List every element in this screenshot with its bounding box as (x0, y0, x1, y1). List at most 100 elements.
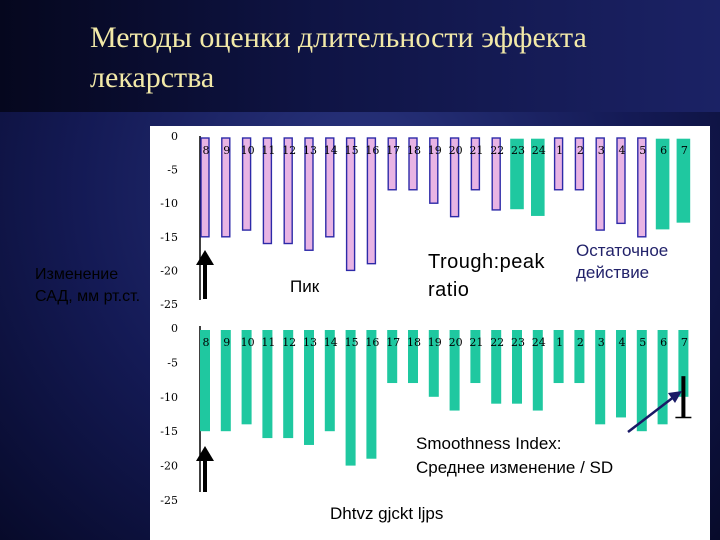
category-label: 2 (577, 144, 584, 157)
category-label: 7 (681, 144, 688, 157)
category-label: 3 (598, 144, 605, 157)
bar (657, 330, 668, 425)
residual-error-bar (675, 376, 692, 419)
category-label: 3 (598, 336, 605, 349)
category-label: 22 (490, 144, 504, 157)
category-label: 7 (681, 336, 688, 349)
bar (366, 330, 377, 459)
category-label: 21 (469, 336, 483, 349)
bar (654, 137, 671, 231)
category-label: 1 (556, 144, 563, 157)
category-label: 16 (365, 144, 379, 157)
y-tick-label: 0 (171, 322, 178, 335)
bar (324, 330, 335, 432)
y-tick-label: -15 (160, 231, 178, 244)
category-label: 19 (428, 336, 442, 349)
bar (637, 137, 647, 238)
category-label: 12 (282, 144, 296, 157)
bar (262, 137, 273, 245)
category-label: 9 (223, 336, 230, 349)
bar (408, 137, 418, 191)
bottom-chart-categories: 8 9 10 11 12 13 14 15 16 17 18 19 20 21 22 23 24 1 2 3 4 5 6 7 (203, 336, 688, 349)
top-chart-ticks: 0 -5 -10 -15 -20 -25 (160, 130, 178, 311)
category-label: 17 (386, 336, 400, 349)
bottom-caption: Dhtvz gjckt ljps (330, 504, 444, 523)
smoothness-line1: Smoothness Index: (416, 434, 562, 453)
category-label: 14 (324, 144, 338, 157)
bar (553, 137, 564, 191)
category-label: 19 (428, 144, 442, 157)
category-label: 13 (303, 144, 317, 157)
bar (387, 330, 398, 384)
category-label: 11 (261, 144, 275, 157)
top-chart-bars (200, 137, 692, 272)
smoothness-index-label: Smoothness Index: Среднее изменение / SD (416, 432, 676, 480)
bar (491, 137, 501, 211)
bar (325, 137, 335, 238)
left-arrow-top (196, 250, 214, 299)
bottom-chart-ticks: 0 -5 -10 -15 -20 -25 (160, 322, 178, 507)
bar (220, 330, 231, 432)
bar (449, 330, 460, 411)
category-label: 15 (345, 336, 359, 349)
smoothness-arrow (627, 391, 682, 433)
category-label: 21 (469, 144, 483, 157)
category-label: 1 (556, 336, 563, 349)
category-label: 5 (639, 144, 646, 157)
category-label: 13 (303, 336, 317, 349)
category-label: 14 (324, 336, 338, 349)
bar (553, 330, 564, 384)
bar (675, 137, 692, 225)
category-label: 6 (660, 336, 667, 349)
y-tick-label: -15 (160, 425, 178, 438)
category-label: 10 (241, 144, 255, 157)
bar (221, 137, 231, 238)
category-label: 17 (386, 144, 400, 157)
y-tick-label: -10 (160, 197, 178, 210)
bar (408, 330, 418, 384)
category-label: 15 (345, 144, 359, 157)
bar (200, 330, 210, 432)
bar (470, 330, 481, 384)
category-label: 16 (365, 336, 379, 349)
bar (283, 137, 293, 245)
category-label: 9 (223, 144, 230, 157)
y-tick-label: 0 (171, 130, 178, 143)
bar (429, 137, 439, 204)
y-tick-label: -5 (167, 356, 178, 369)
bar (508, 137, 526, 211)
bar (304, 137, 314, 251)
category-label: 18 (407, 336, 421, 349)
y-axis-label: Изменение САД, мм рт.ст. (35, 266, 141, 305)
bar (574, 137, 585, 191)
bar (491, 330, 502, 404)
slide-title: Методы оценки длительности эффекта лекар… (90, 21, 587, 94)
bar (616, 137, 626, 225)
bar (366, 137, 377, 265)
bar (574, 330, 585, 384)
category-label: 12 (282, 336, 296, 349)
bar (529, 137, 546, 218)
category-label: 6 (660, 144, 667, 157)
bar (595, 137, 605, 231)
y-tick-label: -25 (160, 494, 178, 507)
bar (616, 330, 626, 418)
bottom-chart-bars (200, 330, 689, 466)
bar (262, 330, 273, 439)
category-label: 11 (261, 336, 275, 349)
category-label: 24 (532, 336, 546, 349)
category-label: 23 (511, 336, 525, 349)
y-tick-label: -20 (160, 264, 178, 277)
left-arrow-bottom (196, 446, 214, 492)
category-label: 20 (449, 144, 463, 157)
trough-peak-label: Trough:peak ratio (428, 251, 546, 301)
bar (512, 330, 522, 404)
y-tick-label: -25 (160, 298, 178, 311)
category-label: 8 (203, 336, 210, 349)
bar (428, 330, 439, 397)
category-label: 22 (490, 336, 504, 349)
bar (678, 330, 689, 397)
category-label: 8 (203, 144, 210, 157)
bar (304, 330, 314, 445)
bar (387, 137, 397, 191)
